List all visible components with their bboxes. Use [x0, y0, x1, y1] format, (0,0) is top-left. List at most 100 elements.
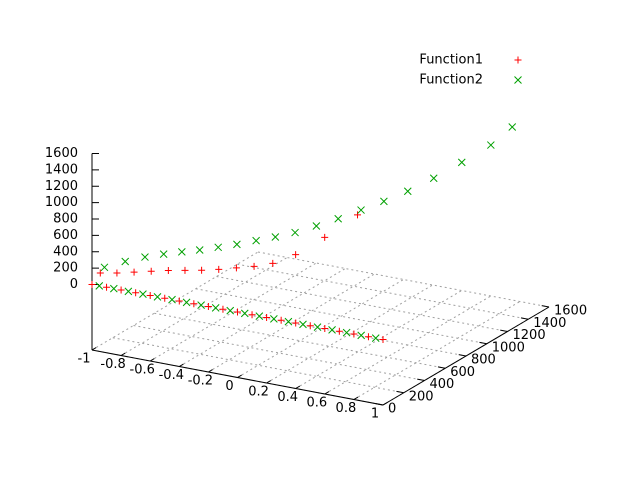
point [342, 328, 351, 337]
point [306, 322, 314, 330]
legend-marker [514, 76, 522, 84]
point [263, 314, 271, 321]
point [508, 123, 517, 131]
z-tick-label: 1600 [45, 146, 78, 161]
grid-line [133, 325, 425, 381]
x-tick [208, 369, 213, 373]
point [299, 320, 307, 329]
point [269, 259, 277, 267]
y-tick-label: 1000 [492, 340, 525, 355]
point [252, 236, 260, 245]
y-tick [396, 390, 404, 394]
x-tick-label: 0.6 [306, 396, 327, 411]
point [248, 311, 256, 319]
point [277, 316, 285, 324]
point [215, 265, 223, 273]
y-tick [458, 354, 467, 357]
z-tick-label: 1200 [45, 179, 78, 194]
point [197, 301, 205, 309]
point [177, 247, 186, 256]
point [153, 293, 162, 301]
point [159, 250, 168, 258]
point [291, 228, 299, 237]
y-tick [375, 403, 384, 406]
x-tick-label: -0.8 [100, 357, 125, 372]
point [284, 317, 293, 326]
point [234, 308, 241, 316]
point [240, 309, 249, 318]
point [204, 303, 212, 310]
z-tick-label: 800 [53, 212, 78, 227]
x-tick [353, 396, 359, 400]
point [161, 294, 169, 302]
point [130, 268, 138, 276]
grid-line [266, 284, 433, 384]
y-tick [500, 329, 508, 332]
point [233, 240, 241, 249]
point [226, 306, 235, 315]
point [292, 319, 300, 327]
z-tick-label: 400 [53, 244, 78, 259]
point [139, 290, 147, 298]
point [313, 323, 322, 331]
point [350, 330, 358, 338]
z-tick-label: 600 [53, 228, 78, 243]
point [124, 287, 133, 296]
x-tick-label: 0.8 [336, 401, 357, 416]
x-tick [179, 363, 184, 367]
grid-line [112, 337, 404, 394]
z-tick-label: 1000 [45, 195, 78, 210]
x-tick [237, 374, 242, 378]
y-tick-label: 1400 [533, 316, 566, 331]
grid-line [154, 312, 446, 369]
point [219, 305, 227, 313]
point [175, 297, 183, 305]
grid-line [216, 276, 508, 332]
y-tick-label: 1600 [554, 304, 587, 319]
point [335, 327, 343, 335]
x-tick [295, 385, 301, 389]
point [190, 300, 198, 308]
point [354, 211, 362, 219]
grid-line [257, 251, 550, 308]
point [132, 289, 140, 297]
y-tick-label: 800 [471, 353, 496, 368]
point [103, 283, 111, 291]
point [271, 233, 280, 241]
point [380, 197, 388, 206]
y-tick-label: 1200 [513, 328, 546, 343]
z-tick-label: 0 [70, 277, 78, 292]
grid-line [174, 300, 467, 357]
point [96, 269, 104, 277]
x-tick-label: 0.4 [277, 390, 298, 405]
x-tick [382, 402, 388, 406]
legend-label: Function1 [419, 53, 483, 68]
point [250, 262, 258, 270]
point [88, 281, 96, 288]
point [232, 264, 240, 272]
grid-line [237, 263, 529, 320]
x-tick [324, 391, 330, 395]
x-tick-label: -0.6 [130, 363, 155, 378]
point [211, 304, 220, 312]
point [379, 336, 387, 343]
x-tick-label: -0.2 [188, 374, 213, 389]
y-tick [417, 378, 425, 381]
point [147, 267, 155, 275]
point [255, 312, 264, 320]
x-tick-label: 0.2 [248, 385, 269, 400]
point [357, 206, 365, 214]
grid-line [295, 290, 462, 389]
point [168, 295, 176, 304]
point [486, 141, 495, 149]
x-tick [149, 358, 155, 362]
point [113, 269, 121, 277]
point [403, 187, 412, 196]
y-tick [520, 317, 529, 320]
z-tick-label: 200 [53, 261, 78, 276]
point [321, 325, 329, 332]
point [429, 174, 438, 183]
point [195, 246, 204, 254]
point [357, 331, 366, 340]
